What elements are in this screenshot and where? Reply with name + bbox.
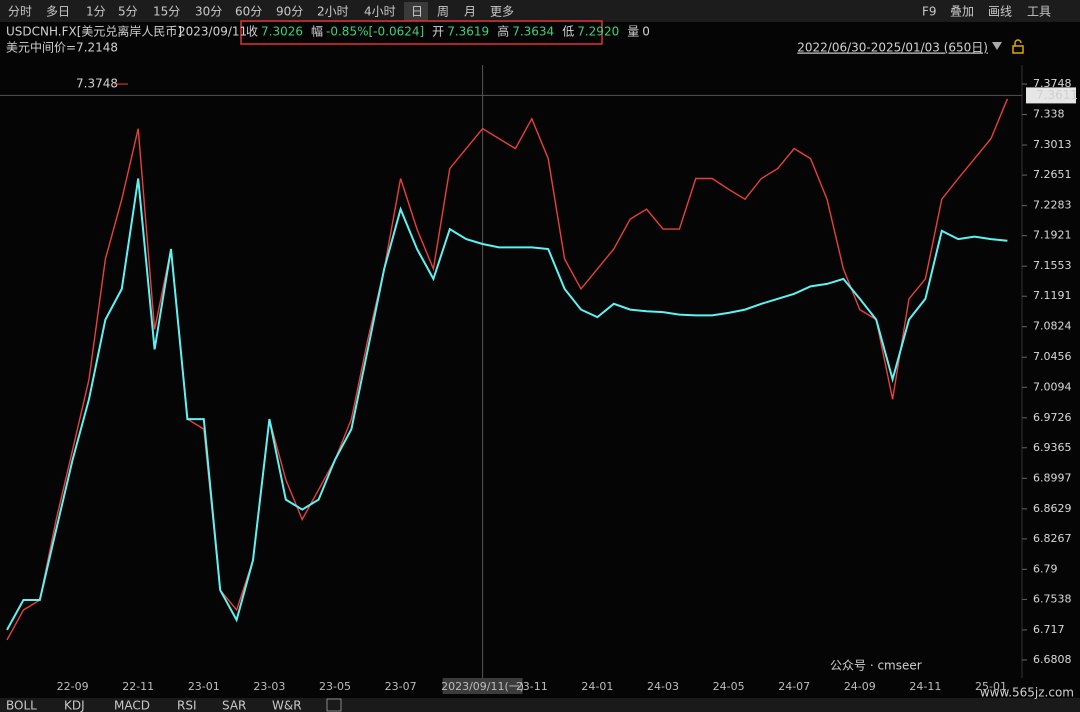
y-tick-label: 6.9365: [1033, 441, 1072, 454]
period-tab[interactable]: 30分: [195, 5, 222, 19]
x-tick-label: 22-09: [57, 680, 89, 693]
x-tick-label: 25-01: [975, 680, 1007, 693]
y-tick-label: 6.8997: [1033, 471, 1072, 484]
indicator-tab[interactable]: W&R: [272, 699, 302, 712]
quote-label: 量: [627, 25, 639, 39]
period-tab[interactable]: 多日: [46, 5, 70, 19]
indicator-tab[interactable]: RSI: [177, 699, 197, 712]
period-tab[interactable]: 60分: [235, 5, 262, 19]
lock-icon[interactable]: [1012, 39, 1024, 54]
tool-button[interactable]: 工具: [1027, 5, 1051, 19]
y-tick-label: 7.1553: [1033, 259, 1072, 272]
period-tab[interactable]: 2小时: [317, 5, 349, 19]
quote-label: 开: [432, 25, 444, 39]
period-tab[interactable]: 15分: [153, 5, 180, 19]
crosshair-y-label: 7.3611: [1036, 88, 1078, 102]
quote-value: 7.2920: [577, 25, 619, 39]
x-tick-label: 24-11: [909, 680, 941, 693]
watermark-site: www.565jz.com: [980, 686, 1074, 700]
symbol: USDCNH.FX[美元兑离岸人民币]: [6, 24, 182, 39]
x-tick-label: 23-03: [253, 680, 285, 693]
period-tab[interactable]: 分时: [8, 5, 32, 19]
y-tick-label: 7.338: [1033, 108, 1065, 121]
x-tick-label: 22-11: [122, 680, 154, 693]
quote-label: 高: [497, 24, 509, 39]
x-tick-label: 2023/09/11(一): [441, 680, 524, 693]
y-tick-label: 7.2283: [1033, 199, 1072, 212]
crosshair-x-box: [442, 678, 523, 694]
y-tick-label: 7.0824: [1033, 320, 1072, 333]
period-tab[interactable]: 4小时: [364, 5, 396, 19]
y-tick-label: 6.7538: [1033, 592, 1072, 605]
tool-button[interactable]: F9: [922, 5, 937, 19]
y-tick-label: 7.0094: [1033, 380, 1072, 393]
indicator-tab[interactable]: KDJ: [64, 699, 85, 712]
quote-value: 7.3619: [447, 25, 489, 39]
x-tick-label: 23-01: [188, 680, 220, 693]
quote-label: 收: [246, 25, 258, 39]
quote-value: -0.85%[-0.0624]: [326, 25, 424, 39]
toolbar: [0, 0, 1080, 22]
x-tick-label: 23-07: [385, 680, 417, 693]
y-tick-label: 6.6808: [1033, 653, 1072, 666]
x-tick-label: 24-03: [647, 680, 679, 693]
quote-value: 0: [642, 25, 650, 39]
tool-button[interactable]: 画线: [988, 5, 1012, 19]
period-tab[interactable]: 更多: [490, 5, 514, 19]
y-tick-label: 6.79: [1033, 562, 1058, 575]
quote-value: 7.3634: [512, 25, 554, 39]
dropdown-icon[interactable]: [992, 42, 1002, 50]
indicator-bar: [0, 698, 1080, 712]
quote-label: 低: [562, 25, 574, 39]
period-tab[interactable]: 90分: [276, 5, 303, 19]
add-indicator[interactable]: [326, 698, 342, 712]
y-tick-label: 7.1191: [1033, 289, 1072, 302]
series-line: [6, 178, 1008, 631]
x-tick-label: 24-05: [713, 680, 745, 693]
x-tick-label: 24-07: [778, 680, 810, 693]
y-tick-label: 7.3748: [1033, 77, 1072, 90]
y-tick-label: 6.9726: [1033, 411, 1072, 424]
x-tick-label: 23-05: [319, 680, 351, 693]
x-tick-label: 24-01: [581, 680, 613, 693]
y-tick-label: 7.3013: [1033, 138, 1072, 151]
x-tick-label: 24-09: [844, 680, 876, 693]
period-tab[interactable]: 5分: [118, 5, 138, 19]
y-tick-label: 6.717: [1033, 623, 1065, 636]
x-tick-label: 23-11: [516, 680, 548, 693]
active-period: [404, 2, 428, 21]
max-label: 7.3748: [76, 77, 118, 91]
indicator-tab[interactable]: SAR: [222, 699, 246, 712]
tool-button[interactable]: 叠加: [950, 5, 974, 19]
indicator-tab[interactable]: MACD: [114, 699, 150, 712]
period-tab[interactable]: 周: [437, 5, 449, 19]
period-tab[interactable]: 日: [411, 5, 423, 19]
watermark-account: 公众号 · cmseer: [830, 659, 922, 673]
y-tick-label: 7.0456: [1033, 350, 1072, 363]
quote-value: 7.3026: [261, 25, 303, 39]
y-tick-label: 6.8629: [1033, 502, 1072, 515]
indicator-tab[interactable]: BOLL: [6, 699, 37, 712]
period-tab[interactable]: 1分: [86, 5, 106, 19]
date: 2023/09/11: [178, 25, 247, 39]
quote-label: 幅: [311, 24, 323, 39]
y-tick-label: 7.1921: [1033, 229, 1072, 242]
date-range[interactable]: 2022/06/30-2025/01/03 (650日): [797, 41, 988, 55]
y-tick-label: 6.8267: [1033, 532, 1072, 545]
mid-label: 美元中间价=7.2148: [6, 40, 118, 55]
quote-box: [240, 20, 603, 45]
period-tab[interactable]: 月: [464, 5, 476, 19]
crosshair-y-box: [1026, 87, 1076, 104]
y-tick-label: 7.2651: [1033, 168, 1072, 181]
